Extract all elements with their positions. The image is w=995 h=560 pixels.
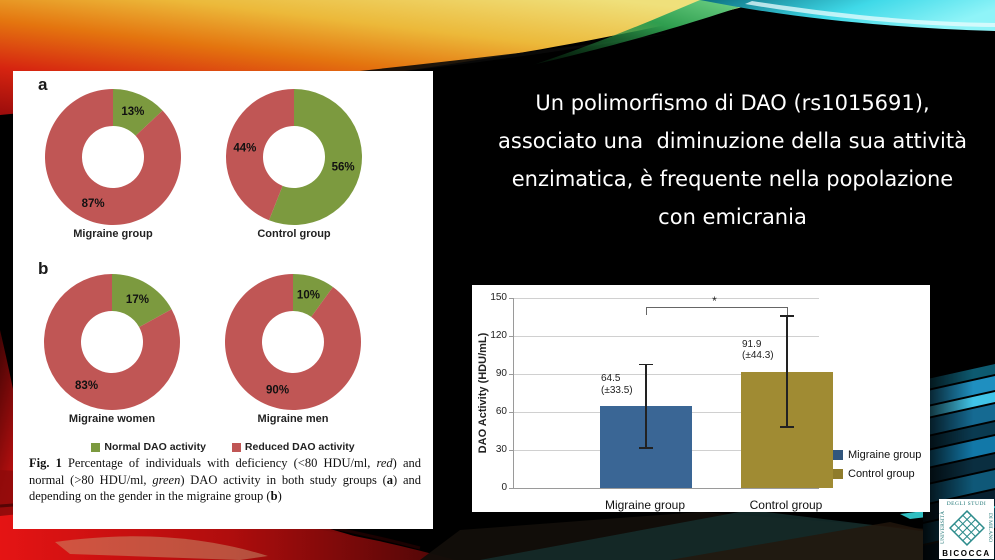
slide-headline: Un polimorfismo di DAO (rs1015691), assoc… [475,84,990,236]
normal-dao-swatch [91,442,101,452]
donut-title: Control group [257,228,331,240]
value-label: 64.5 (±33.5) [601,373,633,396]
caption-segment: a [386,472,393,487]
y-tick-mark [509,488,513,489]
value-label: 91.9 (±44.3) [742,338,774,362]
logo-text-bottom: BICOCCA [942,549,991,558]
caption-segment: ) [277,489,282,503]
donut-slice [293,274,333,317]
x-category-label: Migraine group [604,498,686,512]
figure-legend-item: Reduced DAO activity [231,441,355,453]
error-bar [645,363,647,449]
donut-chart-migraine-women: 17% 83% Migraine women [42,272,182,425]
gridline [514,374,819,375]
caption-segment: green [152,472,181,487]
y-tick-mark [509,298,513,299]
y-tick-label: 120 [490,330,507,341]
donut-chart-control-group: 56% 44% Control group [224,87,364,240]
y-tick-label: 30 [495,444,507,455]
reduced-dao-swatch [231,442,241,452]
donut-percent-label: 10% [297,289,320,301]
figure-legend-label: Reduced DAO activity [244,441,355,453]
bar-legend-item: Migraine group [833,449,921,461]
caption-segment: b [270,489,278,503]
error-bar-cap [780,315,794,317]
headline-line: associato una diminuzione della sua atti… [498,129,967,153]
y-tick-mark [509,336,513,337]
error-bar-cap [639,363,653,366]
donut-percent-label: 83% [75,380,98,392]
gridline [514,336,819,337]
panel-a-label: a [38,75,48,94]
figure-legend-label: Normal DAO activity [104,441,206,453]
significance-bracket [646,306,787,308]
y-tick-mark [509,374,513,375]
bar-legend-item: Control group [833,468,921,480]
caption-segment: Fig. 1 [29,456,62,470]
caption-segment: red [376,456,393,470]
donut-slice [268,89,362,225]
headline-line: Un polimorfismo di DAO (rs1015691), [535,91,930,115]
caption-segment: Percentage of individuals with deficienc… [61,456,377,470]
error-bar-cap [780,426,794,428]
caption-segment: ) and normal (>80 HDU/ml, [29,456,422,487]
figure-caption: Fig. 1 Percentage of individuals with de… [29,455,421,505]
bar-chart-legend: Migraine group Control group [833,449,921,487]
bar-legend-label: Control group [848,468,915,480]
donut-chart-migraine-men: 10% 90% Migraine men [223,272,363,425]
gridline [514,298,819,299]
donut-percent-label: 87% [82,198,105,210]
error-bar [786,315,788,428]
headline-line: enzimatica, è frequente nella popolazion… [511,167,954,191]
error-bar-cap [639,447,653,449]
logo-text-right: DI MILANO [987,513,993,543]
y-tick-label: 60 [495,406,507,417]
y-tick-mark [509,450,513,451]
y-tick-label: 0 [501,482,507,493]
donut-slice [113,89,163,136]
y-tick-mark [509,412,513,413]
donut-slice [44,89,182,226]
university-logo: DEGLI STUDI UNIVERSITÀ DI MILANO BICOCCA [939,499,994,559]
bar-legend-swatch [833,450,843,460]
headline-line: con emicrania [658,205,807,229]
figure-legend: Normal DAO activity Reduced DAO activity [13,441,433,453]
y-axis-title: DAO Activity (HDU/mL) [477,332,489,454]
donut-percent-label: 56% [332,161,355,173]
significance-bracket-end [646,306,647,315]
donut-slice [112,274,172,328]
donut-chart-migraine-group: 13% 87% Migraine group [43,87,183,240]
bar-legend-label: Migraine group [848,449,922,461]
donut-percent-label: 17% [126,294,149,306]
donut-title: Migraine men [257,413,329,425]
x-category-label: Control group [749,498,823,512]
logo-text-left: UNIVERSITÀ [940,511,946,545]
caption-segment: ) DAO activity in both study groups ( [180,472,387,487]
y-tick-label: 90 [495,368,507,379]
panel-b-label: b [38,259,49,278]
logo-lattice-emblem [947,508,986,548]
donut-title: Migraine group [73,228,153,240]
logo-text-top: DEGLI STUDI [946,500,987,507]
significance-asterisk: * [712,293,717,308]
donut-title: Migraine women [68,413,156,425]
donut-slice [44,274,180,410]
bar-chart-panel: DAO Activity (HDU/mL) 64.5 (±33.5) 91.9 (… [472,285,930,512]
donut-percent-label: 90% [266,385,289,397]
figure-legend-item: Normal DAO activity [91,441,206,453]
significance-bracket-end [787,306,788,315]
donut-percent-label: 13% [121,106,144,118]
bar-plot-area: 64.5 (±33.5) 91.9 (±44.3) * [513,294,833,489]
caption-segment: ) and depending on the gender in the mig… [29,472,421,504]
bar-legend-swatch [833,469,843,479]
donut-slice [225,89,294,221]
y-tick-label: 150 [490,292,507,303]
donut-percent-label: 44% [233,143,256,155]
figure-panel: a b 13% 87% Migraine group 56% 44% Control… [13,71,433,529]
donut-slice [225,274,361,410]
